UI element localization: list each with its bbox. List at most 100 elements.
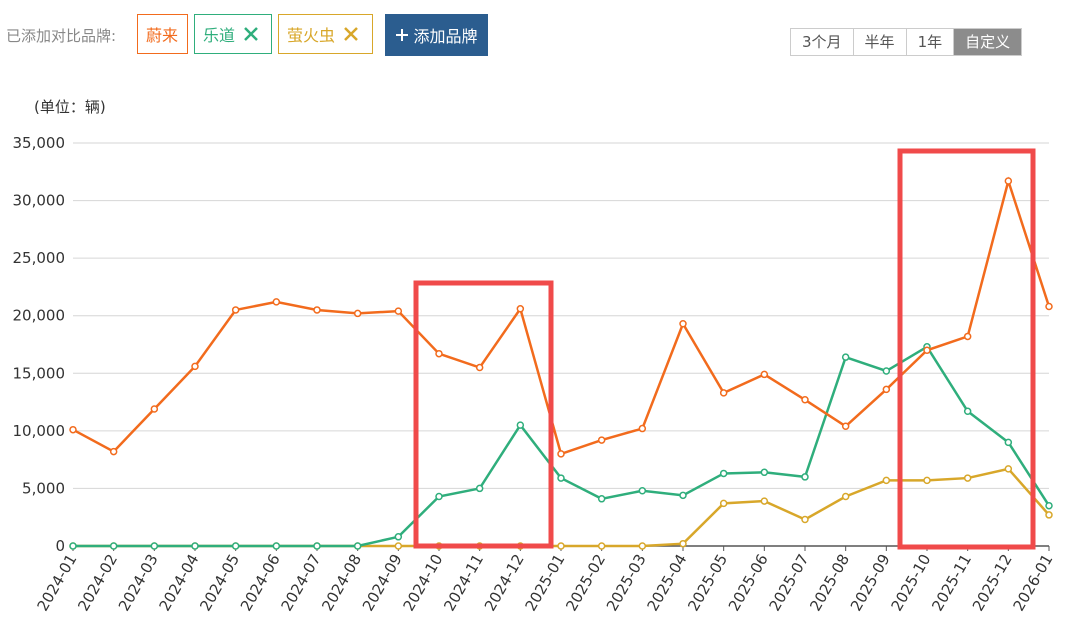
add-brand-text: 添加品牌 [413,27,478,46]
x-tick-label: 2025-10 [888,551,935,614]
data-point [638,486,647,495]
data-point [69,542,77,550]
brand-tag[interactable]: 萤火虫 [278,14,373,54]
highlight-box [897,148,1036,550]
data-point [1045,501,1053,510]
data-point [638,542,647,550]
y-tick-label: 30,000 [13,192,66,210]
data-point [231,542,240,550]
data-point [882,367,891,375]
data-point [801,473,809,481]
series-line [72,176,1051,456]
data-point [353,542,362,550]
data-point [597,542,606,550]
data-point [557,450,565,458]
data-point [475,363,484,372]
brand-name: 萤火虫 [287,26,336,45]
data-point [435,349,443,358]
y-tick-label: 20,000 [13,307,66,325]
data-point [231,542,240,550]
data-point [923,476,931,485]
data-point [1004,177,1013,185]
range-option[interactable]: 1年 [905,29,954,55]
range-option[interactable]: 3个月 [791,29,853,55]
data-point [150,542,159,550]
data-point [435,492,443,501]
data-point [1045,511,1053,519]
data-point [353,542,362,550]
data-point [923,343,931,351]
brand-tag[interactable]: 乐道 [194,14,272,54]
x-tick-label: 2024-07 [278,551,325,614]
data-point [516,305,525,313]
data-point [272,298,281,306]
data-point [69,542,77,550]
remove-icon[interactable] [243,26,259,42]
x-tick-label: 2024-04 [156,551,203,614]
data-point [69,425,77,434]
brand-name: 乐道 [203,26,236,45]
data-point [963,407,972,416]
data-point [923,346,931,355]
data-point [272,542,281,550]
data-point [191,542,199,550]
y-tick-label: 0 [55,537,65,555]
data-point [109,542,118,550]
data-point [841,353,850,361]
range-option[interactable]: 半年 [852,29,906,55]
x-tick-label: 2024-01 [34,551,81,614]
unit-label: (单位：辆) [34,98,106,116]
data-point [435,542,443,550]
data-point [557,542,565,550]
data-point [1004,465,1013,473]
data-point [353,309,362,318]
series-line [73,345,1051,548]
data-point [475,542,484,550]
data-point [516,542,525,550]
range-option[interactable]: 自定义 [953,29,1022,55]
data-point [638,424,647,433]
x-tick-label: 2025-07 [766,551,813,614]
data-point [801,396,809,404]
data-point [475,484,484,493]
data-point [801,515,809,524]
data-point [150,405,159,413]
add-brand-button[interactable]: 添加品牌 [385,14,488,56]
data-point [841,492,850,501]
data-point [394,542,403,550]
y-tick-label: 15,000 [13,364,66,382]
data-point [557,474,565,482]
data-point [679,320,687,328]
data-point [109,542,118,550]
remove-icon[interactable] [343,26,359,42]
plus-icon [396,29,409,41]
x-tick-label: 2025-09 [847,551,894,614]
data-point [882,476,891,485]
brand-tag[interactable]: 蔚来 [137,14,188,54]
data-point [191,362,199,371]
data-point [719,499,728,508]
y-tick-label: 25,000 [13,249,66,267]
x-tick-label: 2025-06 [725,551,772,614]
data-point [719,469,728,478]
data-point [719,389,728,397]
x-tick-label: 2025-04 [644,551,691,614]
data-point [191,542,199,550]
brands-label: 已添加对比品牌: [6,27,117,45]
data-point [231,306,240,314]
x-tick-label: 2026-01 [1010,551,1057,614]
data-point [597,495,606,503]
y-tick-label: 10,000 [13,422,66,440]
series-line [73,467,1050,548]
data-point [679,491,687,500]
x-tick-label: 2025-12 [969,551,1016,614]
data-point [882,385,891,394]
x-tick-label: 2024-09 [359,551,406,614]
data-point [394,533,403,541]
data-point [841,422,850,431]
x-tick-label: 2024-02 [74,551,121,614]
data-point [150,542,159,550]
x-tick-label: 2025-03 [603,551,650,614]
